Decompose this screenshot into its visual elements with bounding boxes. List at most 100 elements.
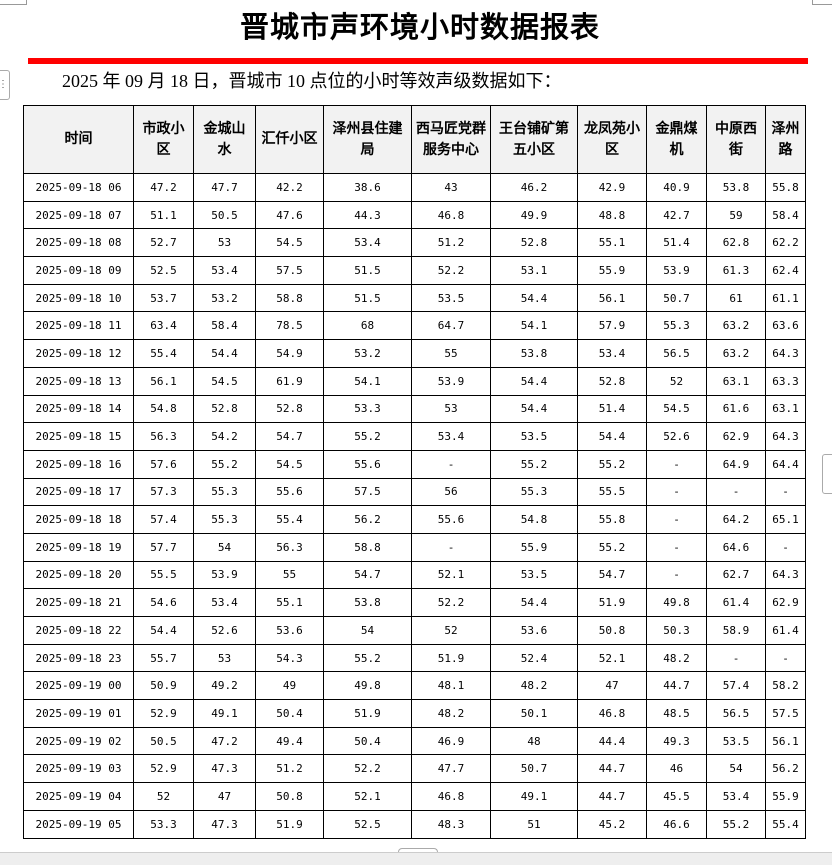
time-cell: 2025-09-18 10	[23, 283, 134, 313]
value-cell: 52.8	[255, 394, 324, 424]
value-cell: -	[411, 532, 491, 562]
value-cell: 50.4	[323, 726, 412, 756]
value-cell: 55.2	[706, 809, 766, 839]
value-cell: 58.4	[193, 311, 256, 341]
value-cell: 55.6	[255, 477, 324, 507]
table-row: 2025-09-18 11 63.4 58.4 78.5 68 64.7 54.1 57.9 5…	[23, 311, 806, 341]
value-cell: 57.3	[133, 477, 194, 507]
value-cell: 61	[706, 283, 766, 313]
value-cell: 53.9	[646, 256, 707, 285]
column-header-station: 金鼎煤机	[646, 105, 707, 174]
time-cell: 2025-09-18 19	[23, 532, 134, 562]
value-cell: 48.2	[411, 699, 491, 728]
value-cell: 48	[490, 726, 578, 756]
table-row: 2025-09-18 20 55.5 53.9 55 54.7 52.1 53.5 54.7-…	[23, 560, 806, 590]
value-cell: 47.7	[193, 173, 256, 202]
drag-handle-icon[interactable]: ⋮	[0, 70, 10, 100]
table-row: 2025-09-18 10 53.7 53.2 58.8 51.5 53.5 54.4 56.…	[23, 283, 806, 313]
value-cell: 51.9	[411, 643, 491, 673]
value-cell: 50.7	[490, 754, 578, 784]
value-cell: 68	[323, 311, 412, 341]
value-cell: 53.4	[411, 422, 491, 451]
page-tab[interactable]	[398, 848, 438, 855]
value-cell: 78.5	[255, 311, 324, 341]
value-cell: 54.4	[193, 339, 256, 368]
value-cell: 54.5	[255, 228, 324, 258]
value-cell: 38.6	[323, 173, 412, 202]
page-corner-mark	[0, 0, 27, 5]
value-cell: 55.9	[765, 782, 806, 811]
value-cell: 49.1	[490, 782, 578, 811]
value-cell: 64.3	[765, 560, 806, 590]
table-row: 2025-09-19 03 52.9 47.3 51.2 52.2 47.7 50.7 44.…	[23, 754, 806, 784]
column-header-station: 西马匠党群服务中心	[411, 105, 491, 174]
value-cell: 53.3	[323, 394, 412, 424]
value-cell: 52.8	[577, 366, 647, 396]
value-cell: 61.6	[706, 394, 766, 424]
column-header-station: 中原西街	[706, 105, 766, 174]
value-cell: 55.4	[133, 339, 194, 368]
scroll-handle[interactable]	[822, 454, 832, 494]
value-cell: 54.9	[255, 339, 324, 368]
value-cell: 52.2	[323, 754, 412, 784]
value-cell: 48.5	[646, 699, 707, 728]
value-cell: 53.4	[706, 782, 766, 811]
column-header-station: 王台铺矿第五小区	[490, 105, 578, 174]
value-cell: -	[646, 505, 707, 534]
value-cell: 52.7	[133, 228, 194, 258]
value-cell: 63.2	[706, 311, 766, 341]
value-cell: 63.1	[765, 394, 806, 424]
value-cell: 57.4	[706, 671, 766, 701]
value-cell: 52	[646, 366, 707, 396]
value-cell: 48.2	[490, 671, 578, 701]
value-cell: 54.4	[577, 422, 647, 451]
value-cell: 50.4	[255, 699, 324, 728]
time-cell: 2025-09-18 23	[23, 643, 134, 673]
value-cell: 54.7	[323, 560, 412, 590]
value-cell: 56.1	[765, 726, 806, 756]
value-cell: 54.4	[490, 366, 578, 396]
value-cell: 54.6	[133, 588, 194, 617]
value-cell: 54.4	[490, 283, 578, 313]
value-cell: 46.8	[411, 200, 491, 230]
value-cell: 49.3	[646, 726, 707, 756]
value-cell: 63.6	[765, 311, 806, 341]
value-cell: 55.4	[255, 505, 324, 534]
value-cell: 55.8	[765, 173, 806, 202]
value-cell: 52.5	[323, 809, 412, 839]
value-cell: 42.2	[255, 173, 324, 202]
table-row: 2025-09-18 12 55.4 54.4 54.9 53.2 55 53.8 53.4 5…	[23, 339, 806, 368]
table-row: 2025-09-18 06 47.2 47.7 42.2 38.6 43 46.2 42.9 4…	[23, 173, 806, 202]
value-cell: 53.5	[490, 422, 578, 451]
time-cell: 2025-09-18 21	[23, 588, 134, 617]
value-cell: -	[646, 449, 707, 479]
value-cell: 54.2	[193, 422, 256, 451]
column-header-station: 金城山水	[193, 105, 256, 174]
value-cell: 45.2	[577, 809, 647, 839]
value-cell: 64.6	[706, 532, 766, 562]
value-cell: 55.1	[577, 228, 647, 258]
value-cell: 53.4	[323, 228, 412, 258]
value-cell: 55.3	[490, 477, 578, 507]
value-cell: 62.7	[706, 560, 766, 590]
value-cell: 55.7	[133, 643, 194, 673]
value-cell: 57.7	[133, 532, 194, 562]
value-cell: -	[765, 532, 806, 562]
value-cell: 54	[706, 754, 766, 784]
value-cell: 42.7	[646, 200, 707, 230]
column-header-station: 泽州县住建局	[323, 105, 412, 174]
value-cell: 52.2	[411, 256, 491, 285]
value-cell: 46.9	[411, 726, 491, 756]
value-cell: 62.8	[706, 228, 766, 258]
value-cell: 52.1	[323, 782, 412, 811]
table-row: 2025-09-18 07 51.1 50.5 47.6 44.3 46.8 49.9 48.…	[23, 200, 806, 230]
value-cell: 47.2	[193, 726, 256, 756]
value-cell: 53.9	[411, 366, 491, 396]
value-cell: 55.2	[577, 532, 647, 562]
value-cell: 52.4	[490, 643, 578, 673]
value-cell: 53.4	[193, 588, 256, 617]
value-cell: 55.1	[255, 588, 324, 617]
value-cell: 63.3	[765, 366, 806, 396]
value-cell: 55.2	[323, 422, 412, 451]
value-cell: 54.7	[577, 560, 647, 590]
